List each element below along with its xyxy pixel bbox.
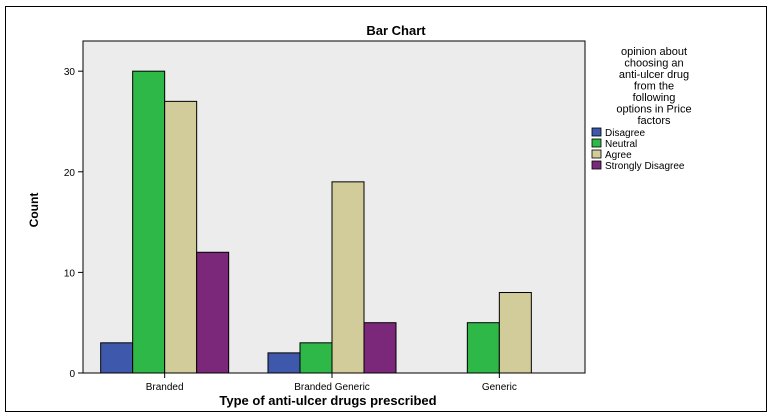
bar-agree-branded-generic	[331, 181, 365, 374]
legend-swatch	[591, 149, 602, 159]
chart-frame: Bar Chart 0 10 20 30 Branded Branded Generic…	[5, 6, 767, 412]
legend-label: Agree	[605, 150, 632, 161]
legend: opinion about choosing an anti-ulcer drug f…	[591, 46, 692, 172]
legend-swatch	[591, 127, 602, 137]
legend-swatch	[591, 138, 602, 148]
bar-agree-branded	[164, 100, 198, 374]
x-tick-label: Branded Generic	[294, 382, 370, 393]
legend-label: Neutral	[605, 139, 637, 150]
bar-strongly-disagree-branded	[196, 251, 230, 374]
bar-strongly-disagree-branded-generic	[363, 322, 397, 374]
legend-title: opinion about choosing an anti-ulcer drug f…	[616, 46, 691, 127]
y-axis: 0 10 20 30	[64, 67, 83, 380]
y-tick-label: 0	[69, 369, 75, 380]
y-tick-label: 30	[64, 67, 76, 78]
x-tick-label: Generic	[482, 382, 517, 393]
bar-neutral-branded	[132, 70, 166, 374]
y-tick-label: 10	[64, 268, 76, 279]
bar-chart: Bar Chart 0 10 20 30 Branded Branded Generic…	[27, 23, 692, 408]
legend-label: Disagree	[605, 128, 645, 139]
bar-disagree-branded	[100, 342, 134, 374]
x-axis-title: Type of anti-ulcer drugs prescribed	[219, 393, 436, 408]
bar-neutral-generic	[466, 322, 500, 374]
bar-disagree-branded-generic	[267, 352, 301, 374]
x-tick-label: Branded	[146, 382, 184, 393]
chart-title: Bar Chart	[366, 23, 426, 38]
legend-label: Strongly Disagree	[605, 161, 685, 172]
y-axis-title: Count	[27, 193, 41, 228]
bar-neutral-branded-generic	[299, 342, 333, 374]
bars-group	[100, 70, 532, 374]
legend-swatch	[591, 160, 602, 170]
y-tick-label: 20	[64, 168, 76, 179]
bar-agree-generic	[498, 292, 532, 374]
x-axis: Branded Branded Generic Generic	[146, 373, 517, 393]
